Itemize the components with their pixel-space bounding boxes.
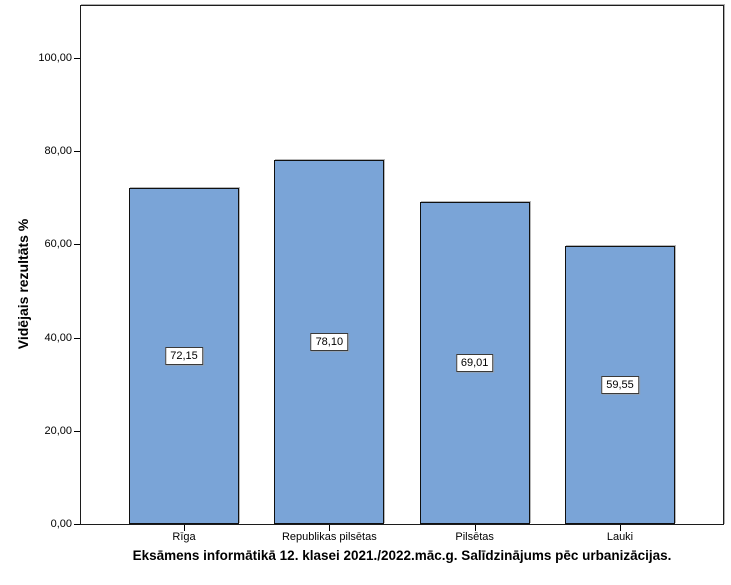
x-tick-mark: [619, 525, 621, 531]
x-tick-mark: [329, 525, 331, 531]
bar-republikas-pils-tas: 78,10: [274, 160, 385, 524]
bar-value-label: 78,10: [310, 333, 349, 351]
x-category-label-republikas-pils-tas: Republikas pilsētas: [281, 531, 377, 543]
x-tick-mark: [184, 525, 185, 531]
x-category-label-pils-tas: Pilsētas: [455, 531, 494, 543]
bar-r-ga: 72,15: [129, 188, 239, 524]
y-tick-mark: [74, 524, 80, 525]
y-tick-label: 40,00: [44, 331, 72, 344]
bar-value-label: 59,55: [601, 376, 639, 394]
y-tick-label: 60,00: [44, 238, 72, 251]
y-tick-label: 20,00: [44, 424, 72, 437]
bar-lauki: 59,55: [564, 246, 675, 524]
bar-pils-tas: 69,01: [419, 202, 530, 524]
y-tick-mark: [74, 430, 80, 432]
y-tick-mark: [74, 58, 80, 59]
y-tick-label: 100,00: [38, 52, 72, 64]
y-tick-mark: [74, 244, 80, 246]
bar-value-label: 72,15: [165, 347, 203, 365]
x-category-label-lauki: Lauki: [606, 531, 634, 543]
y-tick-mark: [74, 151, 80, 153]
y-tick-label: 0,00: [50, 518, 72, 530]
bar-value-label: 69,01: [455, 354, 494, 372]
y-tick-label: 80,00: [44, 145, 72, 158]
x-tick-mark: [474, 525, 476, 531]
y-axis-title: Vidējais rezultāts %: [15, 218, 31, 350]
chart-title: Eksāmens informātikā 12. klasei 2021./20…: [132, 548, 672, 563]
y-tick-mark: [74, 337, 80, 339]
x-category-label-r-ga: Rīga: [172, 531, 196, 543]
